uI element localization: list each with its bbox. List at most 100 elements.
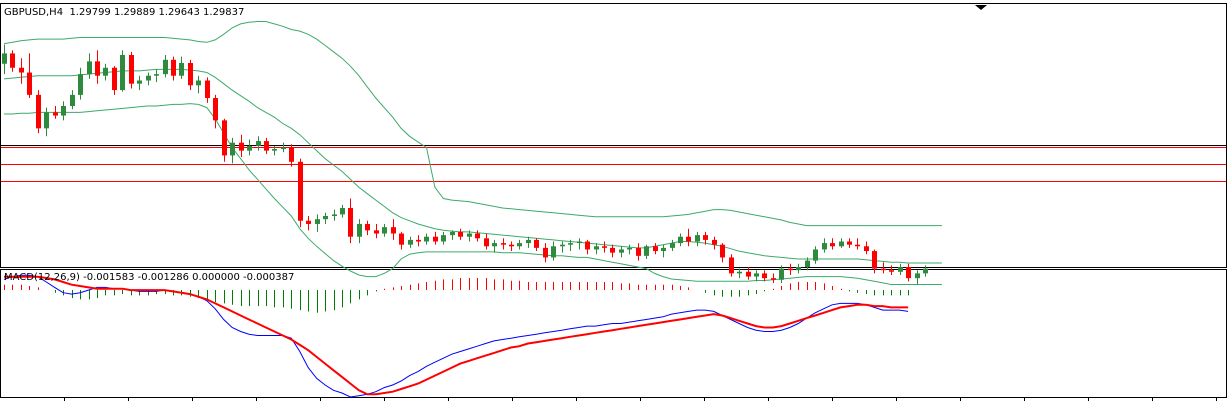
candle-body: [813, 249, 818, 261]
candle-body: [315, 219, 320, 224]
chart-shift-marker[interactable]: [975, 5, 987, 10]
candle: [120, 50, 125, 92]
candle-body: [19, 67, 24, 73]
candlestick-series: [2, 44, 928, 285]
candle: [754, 270, 759, 282]
candle: [323, 212, 328, 224]
candle-body: [433, 236, 438, 242]
macd-panel-header: MACD(12,26,9) -0.001583 -0.001286 0.0000…: [4, 272, 295, 283]
candle-body: [551, 246, 556, 258]
candle-body: [695, 235, 700, 242]
candle-body: [855, 244, 860, 247]
candle-body: [543, 247, 548, 258]
candle-body: [264, 141, 269, 151]
candle-body: [737, 271, 742, 274]
candle: [382, 223, 387, 237]
candle: [340, 204, 345, 218]
candle: [53, 106, 58, 119]
candle: [923, 265, 928, 277]
candle: [365, 220, 370, 236]
bollinger-upper-line: [3, 21, 942, 227]
candle-body: [247, 145, 252, 151]
candle-body: [171, 59, 176, 76]
candle: [644, 244, 649, 260]
candle-body: [602, 246, 607, 248]
candle: [526, 236, 531, 248]
price-panel-header: GBPUSD,H4 1.29799 1.29889 1.29643 1.2983…: [4, 7, 244, 18]
macd-signal-line: [4, 275, 909, 396]
candle: [501, 238, 506, 250]
candle: [855, 238, 860, 250]
candle-body: [830, 243, 835, 247]
candle: [906, 263, 911, 282]
candle-body: [256, 141, 261, 146]
candle: [475, 230, 480, 242]
candle-body: [196, 80, 201, 86]
candle-body: [61, 106, 66, 116]
candle-body: [594, 246, 599, 250]
candle-body: [95, 61, 100, 76]
candle-body: [678, 236, 683, 244]
candle-body: [348, 208, 353, 237]
candle: [762, 270, 767, 282]
candle-body: [754, 273, 759, 277]
candle-body: [560, 244, 565, 247]
candle: [653, 243, 658, 255]
candle-body: [120, 55, 125, 91]
candle: [534, 238, 539, 252]
candle-body: [881, 268, 886, 271]
candle-body: [906, 267, 911, 279]
candle-body: [661, 247, 666, 252]
candle: [230, 137, 235, 164]
candle-body: [923, 268, 928, 274]
candle-body: [653, 246, 658, 252]
candle: [374, 223, 379, 239]
candle: [771, 273, 776, 283]
candle: [196, 75, 201, 94]
candle: [568, 239, 573, 252]
candle: [585, 239, 590, 255]
candle: [872, 249, 877, 274]
candle: [103, 63, 108, 81]
candle: [915, 270, 920, 285]
candle: [213, 94, 218, 129]
candle-body: [712, 239, 717, 245]
candle: [779, 265, 784, 283]
candle: [720, 243, 725, 263]
candle: [281, 142, 286, 153]
candle: [712, 236, 717, 250]
ohlc-values: 1.29799 1.29889 1.29643 1.29837: [69, 7, 245, 18]
candle-body: [610, 247, 615, 253]
candle: [839, 238, 844, 248]
candle: [163, 55, 168, 78]
candle: [298, 158, 303, 228]
candle-body: [822, 243, 827, 250]
candle-body: [458, 231, 463, 237]
candle-body: [129, 55, 134, 84]
candle: [399, 231, 404, 250]
candle-body: [703, 235, 708, 240]
candle: [87, 53, 92, 79]
candle: [332, 209, 337, 221]
candle-body: [281, 147, 286, 150]
candle: [517, 239, 522, 250]
candle-body: [408, 239, 413, 245]
candle: [61, 101, 66, 121]
candle-body: [568, 243, 573, 245]
candle-body: [889, 270, 894, 272]
candle-body: [484, 238, 489, 247]
candle: [788, 263, 793, 275]
candle: [289, 144, 294, 167]
candle-body: [205, 80, 210, 99]
candle-body: [416, 239, 421, 242]
candle-body: [847, 241, 852, 245]
candle-body: [720, 244, 725, 258]
candle: [408, 236, 413, 248]
bollinger-middle-line: [3, 68, 942, 264]
candle-body: [619, 249, 624, 253]
candle-body: [323, 215, 328, 220]
candle: [450, 230, 455, 240]
candle: [889, 265, 894, 275]
candle-body: [87, 61, 92, 75]
candle: [881, 262, 886, 274]
